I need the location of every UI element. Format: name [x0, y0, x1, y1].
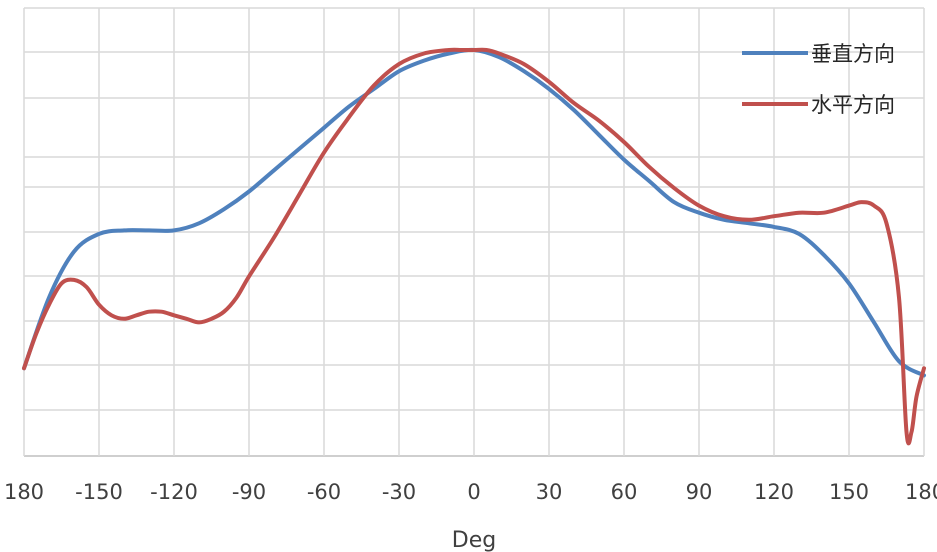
x-tick-labels: 180 -150 -120 -90 -60 -30 0 30 60 90 120 150 180 — [4, 480, 937, 504]
x-tick-label: 60 — [611, 480, 638, 504]
series-line-horizontal — [22, 47, 926, 446]
series-lines — [22, 47, 926, 446]
x-tick-label: 30 — [536, 480, 563, 504]
x-axis-title: Deg — [452, 528, 496, 552]
x-tick-label: -120 — [150, 480, 198, 504]
legend-label-vertical: 垂直方向 — [811, 42, 895, 66]
x-tick-label: 180 — [905, 480, 937, 504]
x-tick-label: 150 — [829, 480, 869, 504]
x-tick-label: -150 — [75, 480, 123, 504]
legend-label-horizontal: 水平方向 — [811, 93, 895, 117]
legend: 垂直方向 水平方向 — [742, 42, 895, 117]
x-tick-label: -60 — [307, 480, 341, 504]
x-tick-label: -30 — [382, 480, 416, 504]
x-tick-label: 120 — [754, 480, 794, 504]
x-tick-label: 90 — [686, 480, 713, 504]
gridlines — [23, 7, 925, 457]
x-tick-label: -90 — [232, 480, 266, 504]
x-tick-label: 0 — [467, 480, 480, 504]
x-tick-label: 180 — [4, 480, 44, 504]
